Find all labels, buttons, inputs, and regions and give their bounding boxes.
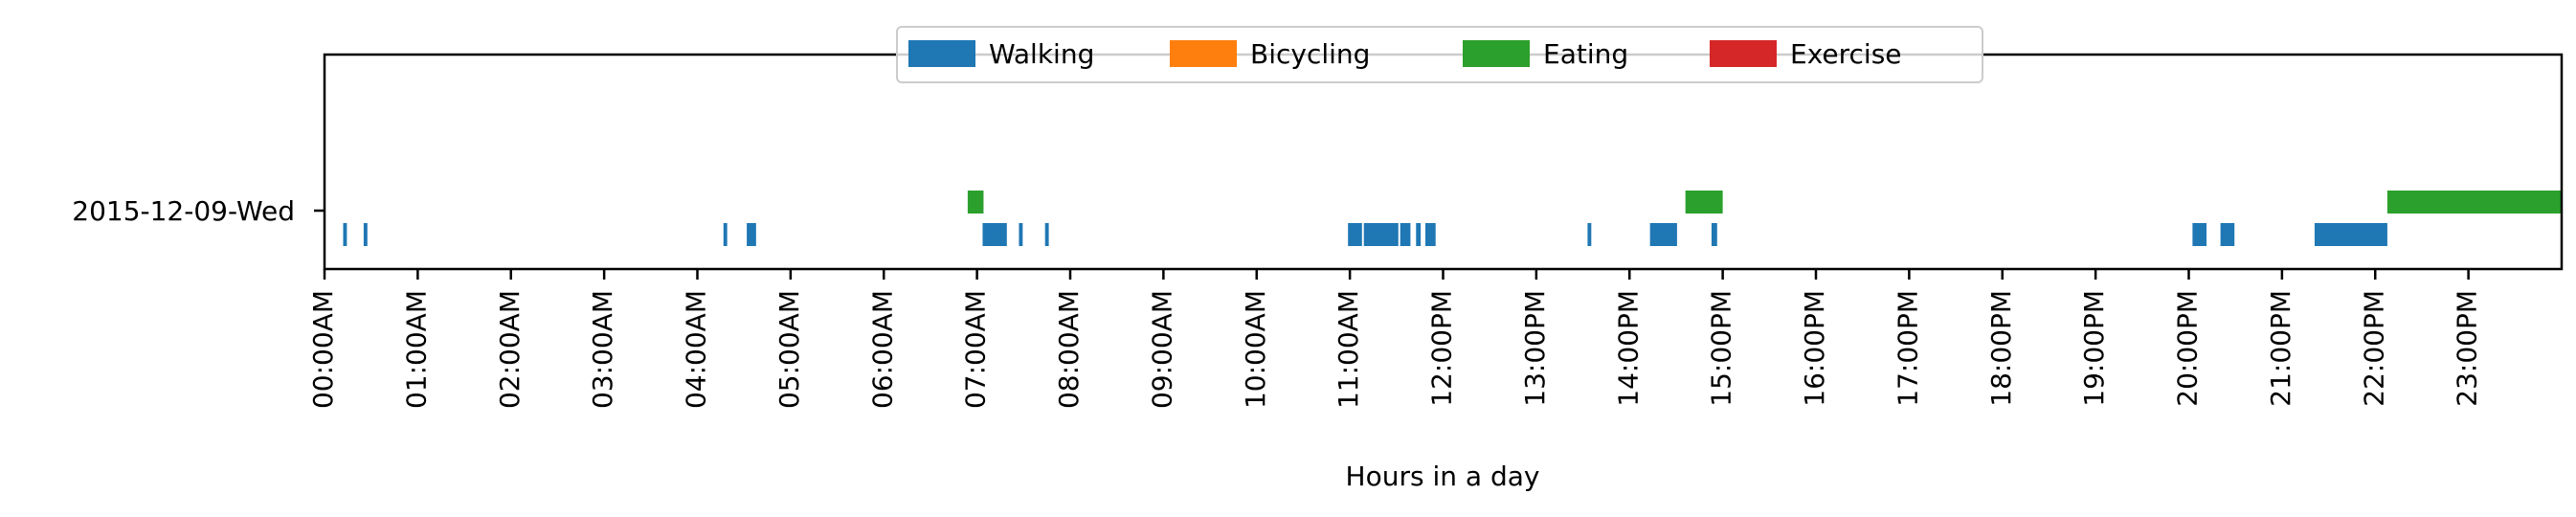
x-tick-label: 09:00AM bbox=[1146, 290, 1177, 409]
legend-swatch-eating bbox=[1463, 40, 1530, 67]
x-tick-label: 22:00PM bbox=[2358, 290, 2389, 407]
x-tick-label: 17:00PM bbox=[1892, 290, 1923, 407]
y-tick: 2015-12-09-Wed bbox=[72, 195, 325, 227]
activity-bar-eating bbox=[2386, 191, 2562, 214]
activity-bar-walking bbox=[1587, 223, 1592, 246]
activity-bar-walking bbox=[2220, 223, 2235, 246]
activity-bar-walking bbox=[982, 223, 1007, 246]
x-tick-label: 23:00PM bbox=[2452, 290, 2483, 407]
x-tick-label: 15:00PM bbox=[1706, 290, 1737, 407]
legend-label-eating: Eating bbox=[1543, 38, 1628, 70]
activity-bar-walking bbox=[1649, 223, 1677, 246]
x-tick-label: 21:00PM bbox=[2265, 290, 2296, 407]
x-tick-label: 08:00AM bbox=[1053, 290, 1085, 409]
activity-bar-walking bbox=[723, 223, 728, 246]
x-tick-label: 16:00PM bbox=[1799, 290, 1830, 407]
x-tick-label: 01:00AM bbox=[400, 290, 432, 409]
legend-label-exercise: Exercise bbox=[1790, 38, 1902, 70]
activity-bar-walking bbox=[1400, 223, 1411, 246]
x-tick-label: 04:00AM bbox=[681, 290, 712, 409]
x-axis-label: Hours in a day bbox=[1346, 461, 1540, 492]
x-tick-label: 12:00PM bbox=[1426, 290, 1458, 407]
legend-label-bicycling: Bicycling bbox=[1250, 38, 1370, 70]
activity-bar-walking bbox=[1348, 223, 1362, 246]
activity-bar-walking bbox=[1363, 223, 1399, 246]
activity-bar-eating bbox=[1685, 191, 1723, 214]
x-tick-label: 02:00AM bbox=[494, 290, 526, 409]
activity-bar-walking bbox=[2314, 223, 2387, 246]
x-tick-label: 14:00PM bbox=[1612, 290, 1644, 407]
x-tick-label: 18:00PM bbox=[1985, 290, 2017, 407]
x-tick-label: 05:00AM bbox=[773, 290, 805, 409]
x-tick-label: 11:00AM bbox=[1333, 290, 1364, 409]
activity-bar-walking bbox=[1019, 223, 1023, 246]
tick-layer: 00:00AM 01:00AM 02:00AM 03:00AM 04:00AM 05:00… bbox=[307, 269, 2483, 409]
x-tick-label: 07:00AM bbox=[960, 290, 992, 409]
legend-swatch-bicycling bbox=[1170, 40, 1237, 67]
x-tick-label: 13:00PM bbox=[1519, 290, 1551, 407]
activity-bar-walking bbox=[1711, 223, 1717, 246]
x-tick-label: 10:00AM bbox=[1240, 290, 1271, 409]
bars-layer bbox=[343, 191, 2562, 246]
legend-swatch-exercise bbox=[1710, 40, 1777, 67]
y-tick-label: 2015-12-09-Wed bbox=[72, 195, 295, 227]
activity-bar-walking bbox=[747, 223, 756, 246]
legend-swatch-walking bbox=[908, 40, 975, 67]
activity-bar-walking bbox=[1044, 223, 1049, 246]
legend: Walking Bicycling Eating Exercise bbox=[896, 26, 1983, 83]
x-tick-label: 00:00AM bbox=[307, 290, 339, 409]
x-tick-label: 03:00AM bbox=[587, 290, 618, 409]
activity-bar-eating bbox=[967, 191, 984, 214]
x-tick-label: 19:00PM bbox=[2078, 290, 2110, 407]
activity-bar-walking bbox=[363, 223, 368, 246]
x-tick-label: 06:00AM bbox=[866, 290, 898, 409]
activity-bar-walking bbox=[2192, 223, 2207, 246]
legend-label-walking: Walking bbox=[989, 38, 1094, 70]
activity-bar-walking bbox=[1424, 223, 1436, 246]
activity-bar-walking bbox=[343, 223, 347, 246]
activity-bar-walking bbox=[1416, 223, 1422, 246]
x-tick-label: 20:00PM bbox=[2172, 290, 2204, 407]
